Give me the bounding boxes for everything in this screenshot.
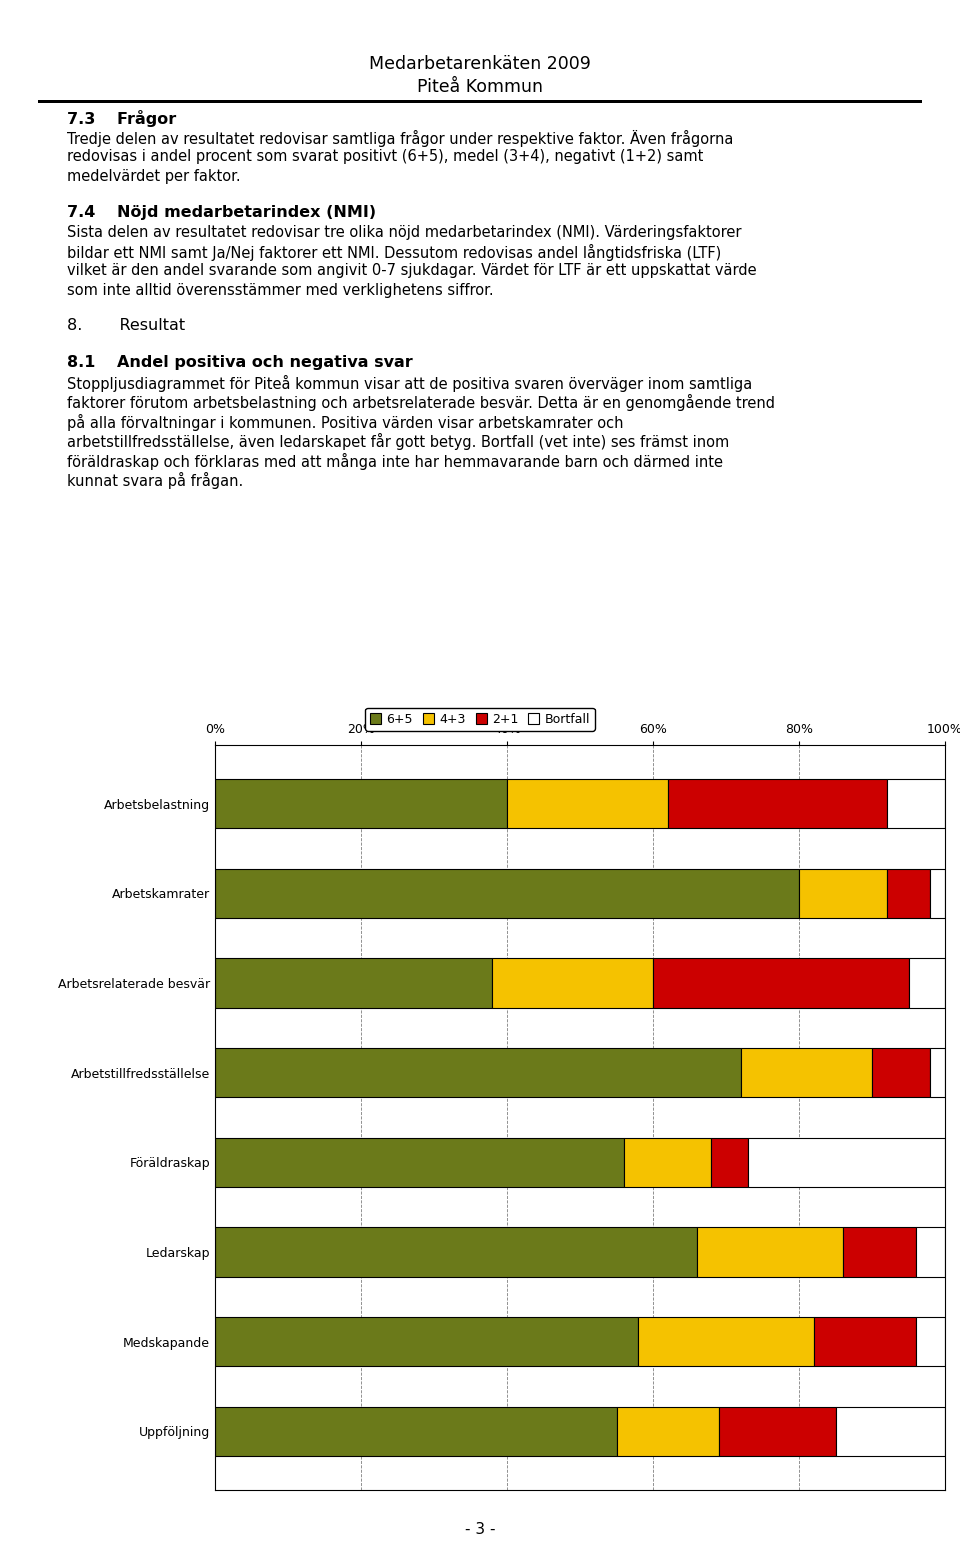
Legend: 6+5, 4+3, 2+1, Bortfall: 6+5, 4+3, 2+1, Bortfall <box>365 707 595 731</box>
Text: faktorer förutom arbetsbelastning och arbetsrelaterade besvär. Detta är en genom: faktorer förutom arbetsbelastning och ar… <box>67 394 776 411</box>
Bar <box>492 958 653 1008</box>
Text: redovisas i andel procent som svarat positivt (6+5), medel (3+4), negativt (1+2): redovisas i andel procent som svarat pos… <box>67 150 704 165</box>
Bar <box>711 1137 748 1187</box>
Text: 8.1  Andel positiva och negativa svar: 8.1 Andel positiva och negativa svar <box>67 355 413 369</box>
Text: - 3 -: - 3 - <box>465 1522 495 1538</box>
Text: Piteå Kommun: Piteå Kommun <box>417 78 543 97</box>
Bar <box>887 779 945 829</box>
Bar <box>215 1407 616 1457</box>
Bar <box>653 958 908 1008</box>
Bar <box>814 1317 916 1366</box>
Text: föräldraskap och förklaras med att många inte har hemmavarande barn och därmed i: föräldraskap och förklaras med att många… <box>67 452 723 469</box>
Bar <box>908 958 945 1008</box>
Bar <box>916 1228 945 1276</box>
Bar <box>748 1137 945 1187</box>
Bar <box>930 1049 945 1097</box>
Bar <box>507 779 667 829</box>
Text: arbetstillfredsställelse, även ledarskapet får gott betyg. Bortfall (vet inte) s: arbetstillfredsställelse, även ledarskap… <box>67 433 730 450</box>
Bar <box>638 1317 813 1366</box>
Bar <box>624 1137 711 1187</box>
Bar <box>930 868 945 918</box>
Bar <box>616 1407 719 1457</box>
Bar <box>215 1228 697 1276</box>
Bar <box>719 1407 835 1457</box>
Text: medelvärdet per faktor.: medelvärdet per faktor. <box>67 168 241 184</box>
Bar <box>215 868 799 918</box>
Bar <box>215 1317 638 1366</box>
Bar <box>697 1228 843 1276</box>
Text: Medarbetarenkäten 2009: Medarbetarenkäten 2009 <box>369 55 591 73</box>
Bar <box>835 1407 945 1457</box>
Text: 7.3  Frågor: 7.3 Frågor <box>67 111 177 128</box>
Bar <box>215 1049 740 1097</box>
Bar <box>215 1137 624 1187</box>
Bar <box>667 779 887 829</box>
Text: 8.   Resultat: 8. Resultat <box>67 318 185 333</box>
Bar <box>843 1228 916 1276</box>
Bar <box>799 868 887 918</box>
Text: Sista delen av resultatet redovisar tre olika nöjd medarbetarindex (NMI). Värder: Sista delen av resultatet redovisar tre … <box>67 224 742 240</box>
Text: kunnat svara på frågan.: kunnat svara på frågan. <box>67 472 244 489</box>
Bar <box>887 868 930 918</box>
Text: Tredje delen av resultatet redovisar samtliga frågor under respektive faktor. Äv: Tredje delen av resultatet redovisar sam… <box>67 129 733 146</box>
Bar <box>215 958 492 1008</box>
Text: Stoppljusdiagrammet för Piteå kommun visar att de positiva svaren överväger inom: Stoppljusdiagrammet för Piteå kommun vis… <box>67 374 753 391</box>
Bar <box>215 779 507 829</box>
Text: 7.4  Nöjd medarbetarindex (NMI): 7.4 Nöjd medarbetarindex (NMI) <box>67 204 376 220</box>
Bar <box>740 1049 872 1097</box>
Text: som inte alltid överensstämmer med verklighetens siffror.: som inte alltid överensstämmer med verkl… <box>67 284 493 298</box>
Text: vilket är den andel svarande som angivit 0-7 sjukdagar. Värdet för LTF är ett up: vilket är den andel svarande som angivit… <box>67 263 756 279</box>
Bar <box>872 1049 930 1097</box>
Text: bildar ett NMI samt Ja/Nej faktorer ett NMI. Dessutom redovisas andel långtidsfr: bildar ett NMI samt Ja/Nej faktorer ett … <box>67 245 722 262</box>
Text: på alla förvaltningar i kommunen. Positiva värden visar arbetskamrater och: på alla förvaltningar i kommunen. Positi… <box>67 413 624 430</box>
Bar <box>916 1317 945 1366</box>
